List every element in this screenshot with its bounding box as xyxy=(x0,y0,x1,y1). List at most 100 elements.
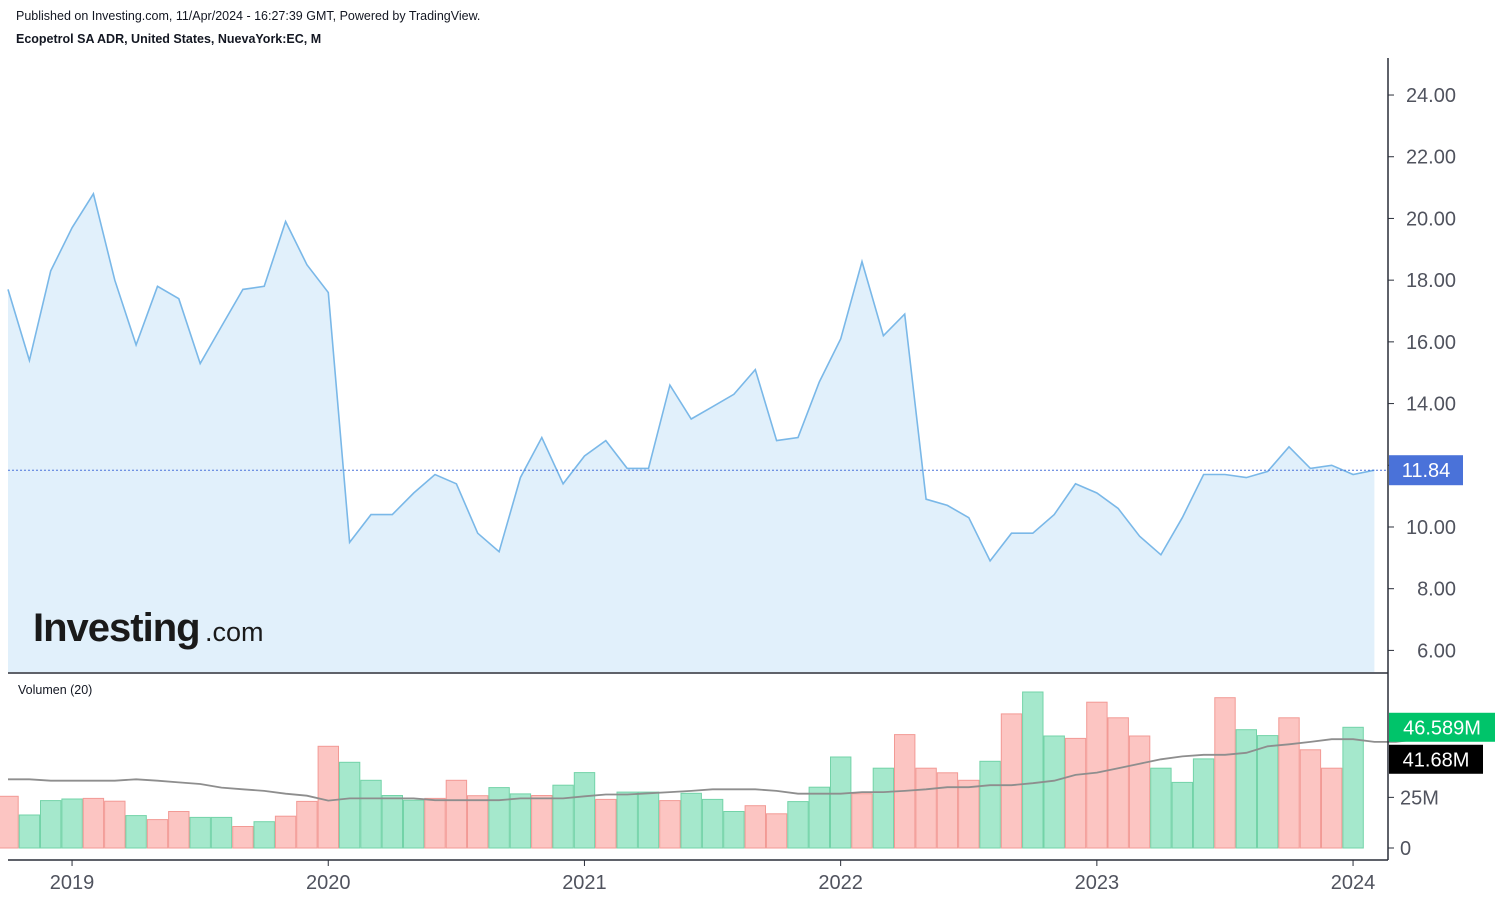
volume-bar xyxy=(979,760,1001,849)
volume-bar xyxy=(1043,735,1065,849)
volume-bar xyxy=(1086,701,1108,849)
x-tick-label: 2022 xyxy=(818,872,863,894)
volume-bar xyxy=(317,745,340,849)
published-info: Published on Investing.com, 11/Apr/2024 … xyxy=(16,9,481,23)
volume-bar xyxy=(1235,729,1257,849)
volume-y-axis: 25M 0 xyxy=(1388,787,1439,860)
volume-series xyxy=(0,691,1364,849)
x-tick-label: 2019 xyxy=(50,872,95,894)
volume-ma-label: 41.68M xyxy=(1403,749,1470,771)
volume-bar xyxy=(82,797,105,849)
volume-bar xyxy=(338,761,361,849)
price-y-tick-label: 24.00 xyxy=(1406,85,1456,107)
volume-bar xyxy=(296,800,318,849)
volume-bar xyxy=(1128,735,1151,849)
volume-bar xyxy=(232,826,254,849)
volume-bar xyxy=(808,786,830,849)
volume-bar xyxy=(488,787,510,849)
volume-bar xyxy=(958,779,980,849)
volume-bar xyxy=(1342,726,1364,849)
volume-bar xyxy=(0,795,19,849)
volume-bar xyxy=(1257,735,1279,849)
volume-y-tick-label: 0 xyxy=(1400,838,1411,860)
x-tick-label: 2023 xyxy=(1075,872,1120,894)
volume-bar xyxy=(701,798,724,849)
volume-bar xyxy=(274,815,297,849)
volume-bar xyxy=(360,779,382,849)
price-y-tick-label: 16.00 xyxy=(1406,332,1456,354)
volume-bar xyxy=(168,811,190,849)
volume-bar xyxy=(915,767,937,849)
volume-ma-badge: 41.68M xyxy=(1389,744,1483,774)
logo-main-text: Investing xyxy=(33,606,200,650)
volume-bar xyxy=(146,819,169,849)
price-area-fill xyxy=(8,193,1375,673)
volume-bar xyxy=(1192,758,1215,849)
volume-bar xyxy=(445,779,468,849)
volume-bar xyxy=(552,784,574,849)
volume-bar xyxy=(573,772,596,849)
volume-bar xyxy=(531,795,553,849)
x-tick-label: 2021 xyxy=(562,872,607,894)
investing-logo: Investing .com xyxy=(33,606,264,650)
volume-up-badge: 46.589M xyxy=(1389,712,1495,742)
volume-bar xyxy=(125,815,147,849)
volume-bar xyxy=(637,791,660,849)
logo-suffix-text: .com xyxy=(205,617,264,647)
volume-bar xyxy=(830,756,852,849)
volume-bar xyxy=(1064,737,1087,849)
volume-bar xyxy=(744,805,766,849)
volume-bar xyxy=(936,772,959,849)
volume-bar xyxy=(1321,767,1343,849)
price-y-axis: 24.0022.0020.0018.0016.0014.0012.0010.00… xyxy=(1388,85,1456,662)
volume-bar xyxy=(851,793,873,849)
volume-bar xyxy=(104,800,126,849)
volume-bar xyxy=(680,792,702,849)
volume-bar xyxy=(189,816,211,849)
volume-bar xyxy=(1150,767,1172,849)
volume-bar xyxy=(40,800,62,849)
volume-bar xyxy=(467,795,489,849)
current-price-label: 11.84 xyxy=(1402,460,1451,482)
volume-bar xyxy=(1000,713,1023,849)
volume-bar xyxy=(765,813,788,849)
price-y-tick-label: 20.00 xyxy=(1406,208,1456,230)
volume-bar xyxy=(1278,717,1300,849)
x-tick-label: 2020 xyxy=(306,872,351,894)
volume-bar xyxy=(1107,717,1129,849)
price-y-tick-label: 14.00 xyxy=(1406,394,1456,416)
volume-bar xyxy=(210,816,233,849)
volume-current-label: 46.589M xyxy=(1403,717,1481,739)
x-tick-label: 2024 xyxy=(1331,872,1376,894)
price-line xyxy=(7,191,1375,563)
volume-bar xyxy=(1214,697,1236,849)
symbol-title: Ecopetrol SA ADR, United States, NuevaYo… xyxy=(16,32,322,46)
price-series xyxy=(7,191,1375,673)
volume-bar xyxy=(1022,691,1044,849)
price-y-tick-label: 10.00 xyxy=(1406,517,1456,539)
volume-bar xyxy=(253,821,275,849)
price-y-tick-label: 18.00 xyxy=(1406,270,1456,292)
volume-bar xyxy=(616,791,638,849)
volume-bar xyxy=(18,814,41,849)
volume-bar xyxy=(595,798,617,849)
volume-bar xyxy=(659,800,681,849)
volume-bar xyxy=(61,798,83,849)
volume-ma-line xyxy=(8,738,1418,802)
price-y-tick-label: 8.00 xyxy=(1417,579,1456,601)
volume-bar xyxy=(872,767,895,849)
volume-bar xyxy=(403,799,425,849)
current-price-badge: 11.84 xyxy=(1389,455,1463,486)
volume-bar xyxy=(723,811,745,849)
volume-bar xyxy=(381,795,404,849)
volume-title: Volumen (20) xyxy=(18,683,92,697)
volume-bar xyxy=(424,797,446,849)
price-y-tick-label: 6.00 xyxy=(1417,640,1456,662)
volume-bar xyxy=(1299,749,1322,849)
price-y-tick-label: 22.00 xyxy=(1406,147,1456,169)
volume-bar xyxy=(1171,781,1193,849)
volume-bar xyxy=(787,801,809,849)
time-x-axis: 2019 2020 2021 2022 2023 2024 xyxy=(50,860,1376,894)
volume-y-tick-label: 25M xyxy=(1400,787,1439,809)
